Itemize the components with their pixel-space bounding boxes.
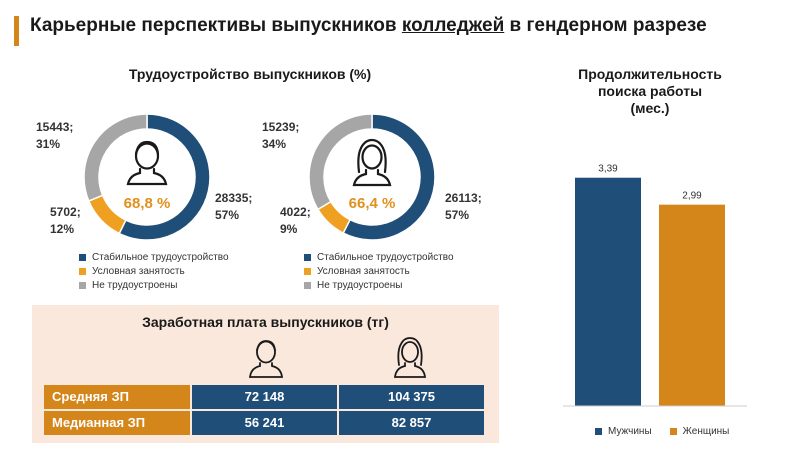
search-bar-chart: 3,39 2,99 (563, 164, 747, 407)
women-center-label: 66,4 % (349, 195, 396, 212)
search-chart-title: Продолжительность поиска работы (мес.) (578, 66, 722, 116)
men-stable-label: 28335; 57% (215, 191, 253, 222)
salary-median-women: 82 857 (339, 411, 484, 435)
women-conditional-label: 4022; 9% (280, 205, 311, 236)
man-icon (126, 140, 168, 186)
man-icon (248, 340, 284, 378)
salary-row-label-median: Медианная ЗП (44, 411, 190, 435)
salary-median-men: 56 241 (192, 411, 337, 435)
women-donut-chart: 66,4 % (308, 113, 436, 241)
salary-average-women: 104 375 (339, 385, 484, 409)
women-donut-segments (308, 113, 436, 241)
search-bar-legend: Мужчины Женщины (595, 424, 729, 438)
legend-item-unemployed: Не трудоустроены (304, 278, 454, 292)
legend-item-women: Женщины (669, 424, 729, 438)
legend-item-stable: Стабильное трудоустройство (79, 250, 229, 264)
salary-title: Заработная плата выпускников (тг) (142, 314, 389, 330)
bar-value-label-women: 2,99 (682, 191, 702, 202)
woman-icon (393, 337, 427, 378)
donut-segment-stable (342, 113, 436, 241)
women-unemployed-label: 15239; 34% (262, 120, 300, 151)
donut-segment-unemployed (308, 113, 373, 211)
legend-item-conditional: Условная занятость (79, 264, 229, 278)
legend-item-men: Мужчины (595, 424, 652, 438)
men-unemployed-label: 15443; 31% (36, 120, 74, 151)
donut-segment-stable (118, 113, 211, 241)
salary-row-label-average: Средняя ЗП (44, 385, 190, 409)
title-accent-bar (14, 16, 19, 46)
donut-segment-unemployed (83, 113, 148, 202)
salary-average-men: 72 148 (192, 385, 337, 409)
donut-segment-conditional (87, 194, 127, 235)
legend-item-stable: Стабильное трудоустройство (304, 250, 454, 264)
men-conditional-label: 5702; 12% (50, 205, 81, 236)
legend-item-unemployed: Не трудоустроены (79, 278, 229, 292)
bar-women (659, 204, 725, 406)
men-donut-chart: 68,8 % (83, 113, 211, 241)
bar-value-label-men: 3,39 (598, 164, 618, 175)
woman-icon (352, 138, 392, 187)
men-center-label: 68,8 % (124, 195, 171, 212)
salary-panel: Заработная плата выпускников (тг) Средня… (32, 305, 499, 443)
legend-item-conditional: Условная занятость (304, 264, 454, 278)
men-donut-legend: Стабильное трудоустройство Условная заня… (79, 250, 229, 292)
bar-men (575, 177, 641, 406)
employment-chart-title: Трудоустройство выпускников (%) (128, 66, 372, 82)
search-bar-layer: 3,39 2,99 (575, 164, 725, 406)
women-donut-legend: Стабильное трудоустройство Условная заня… (304, 250, 454, 292)
men-donut-segments (83, 113, 211, 241)
women-stable-label: 26113; 57% (445, 191, 482, 222)
page-title: Карьерные перспективы выпускников коллед… (30, 15, 707, 36)
